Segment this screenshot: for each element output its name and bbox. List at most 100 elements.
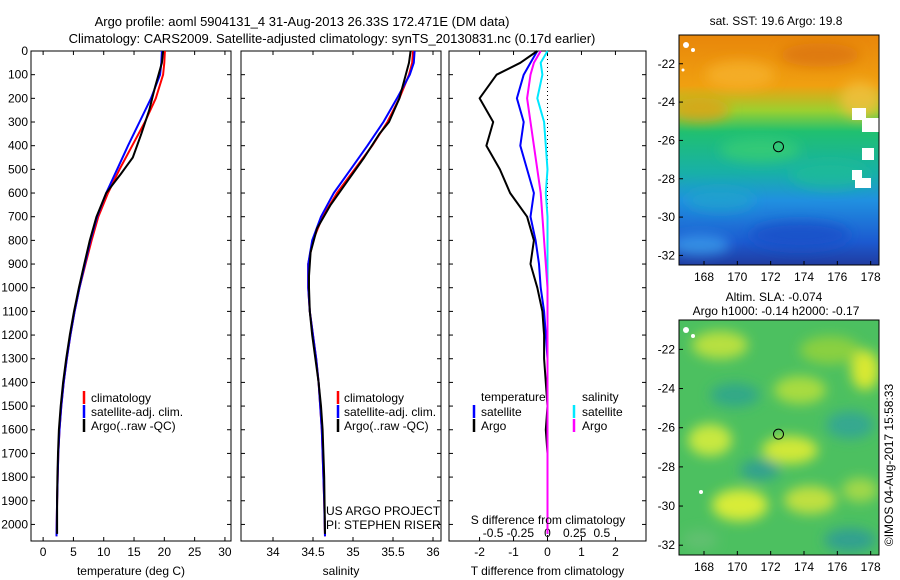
legend-label-satellite: satellite-adj. clim.	[344, 405, 436, 419]
y-tick-label: 1900	[1, 494, 28, 508]
legend-label-satellite: satellite-adj. clim.	[91, 405, 183, 419]
y-tick-label: 900	[8, 257, 28, 271]
legend-label-s-satellite: satellite	[582, 405, 623, 419]
x-tick-label: -2	[474, 545, 485, 559]
header-line-1: Argo profile: aoml 5904131_4 31-Aug-2013…	[95, 14, 510, 29]
s-axis-tick-label: 0.5	[594, 526, 611, 540]
map-x-tick-label: 176	[827, 560, 847, 574]
x-axis-label: salinity	[323, 564, 360, 578]
map-x-tick-label: 168	[694, 560, 714, 574]
legend-temperature-title: temperature	[481, 390, 546, 404]
y-tick-label: 2000	[1, 517, 28, 531]
sla-map: Altim. SLA: -0.074 Argo h1000: -0.14 h20…	[658, 290, 881, 574]
map-x-tick-label: 176	[827, 270, 847, 284]
series-line-argo-raw-qc	[308, 50, 412, 534]
argo-location-marker	[773, 428, 784, 440]
y-tick-label: 700	[8, 210, 28, 224]
sla-map-title-1: Altim. SLA: -0.074	[726, 290, 823, 304]
legend-label-t-argo: Argo	[481, 419, 507, 433]
series-line-s-argo	[526, 50, 549, 534]
s-axis-tick-label: 0.25	[563, 526, 587, 540]
imos-timestamp: ©IMOS 04-Aug-2017 15:58:33	[882, 384, 896, 547]
map-x-tick-label: 172	[761, 270, 781, 284]
x-tick-label: -1	[508, 545, 519, 559]
legend-label-argo: Argo(..raw -QC)	[344, 419, 429, 433]
map-x-tick-label: 172	[761, 560, 781, 574]
map-x-tick-label: 174	[794, 560, 814, 574]
map-x-tick-label: 178	[861, 560, 881, 574]
map-y-tick-label: -22	[658, 342, 676, 356]
credit-pi: PI: STEPHEN RISER	[326, 518, 441, 532]
difference-panel: -2 -1 0 1 2-0.5 -0.25 0 0.25 0.5T difference fro…	[448, 50, 647, 578]
x-tick-label: 0	[544, 545, 551, 559]
map-y-tick-label: -32	[658, 248, 676, 262]
sst-map-frame	[678, 34, 880, 266]
y-tick-label: 1100	[2, 304, 28, 318]
argo-location-marker	[773, 141, 784, 153]
header-line-2: Climatology: CARS2009. Satellite-adjuste…	[69, 31, 596, 46]
sla-map-axes: 168 170 172 174 176 178 -22 -24 -26 -28 -30 -32	[658, 342, 881, 574]
y-tick-label: 1300	[1, 352, 28, 366]
temperature-panel: 0100200300400500600700800900100011001200…	[1, 44, 232, 578]
map-y-tick-label: -24	[658, 95, 676, 109]
legend-label-argo: Argo(..raw -QC)	[91, 419, 176, 433]
salinity-legend: climatology satellite-adj. clim. Argo(..…	[336, 391, 436, 433]
x-tick-label: 5	[70, 545, 77, 559]
x-tick-label: 0	[40, 545, 47, 559]
map-y-tick-label: -28	[658, 460, 676, 474]
salinity-panel: 34 34.5 35 35.5 36 salinity	[240, 50, 442, 578]
plot-frame	[240, 50, 442, 542]
map-x-tick-label: 174	[794, 270, 814, 284]
sst-map: sat. SST: 19.6 Argo: 19.8	[658, 14, 881, 284]
legend-label-t-satellite: satellite	[481, 405, 522, 419]
x-tick-label: 20	[158, 545, 172, 559]
y-tick-label: 1800	[1, 470, 28, 484]
x-tick-label: 25	[188, 545, 202, 559]
y-tick-label: 600	[8, 186, 28, 200]
map-y-tick-label: -28	[658, 172, 676, 186]
y-tick-label: 400	[8, 139, 28, 153]
plot-frame	[30, 50, 232, 542]
x-axis-label: T difference from climatology	[471, 564, 625, 578]
x-axis-label: temperature (deg C)	[77, 564, 185, 578]
series-line-satellite-adj-clim	[55, 50, 163, 537]
series-line-t-argo	[478, 50, 549, 534]
y-tick-label: 0	[21, 44, 28, 58]
map-y-tick-label: -26	[658, 133, 676, 147]
credit-project: US ARGO PROJECT	[326, 504, 441, 518]
y-tick-label: 1600	[1, 423, 28, 437]
x-tick-label: 34.5	[301, 545, 325, 559]
x-tick-label: 36	[426, 545, 440, 559]
difference-legend: temperature satellite Argo salinity sate…	[472, 390, 623, 433]
sst-map-title: sat. SST: 19.6 Argo: 19.8	[710, 14, 843, 28]
sst-map-axes: 168 170 172 174 176 178 -22 -24 -26 -28 -30 -32	[658, 57, 881, 284]
x-tick-label: 35	[346, 545, 360, 559]
y-tick-label: 1000	[1, 281, 28, 295]
series-line-climatology	[55, 50, 166, 537]
y-tick-label: 1200	[1, 328, 28, 342]
legend-label-climatology: climatology	[344, 391, 404, 405]
x-tick-label: 34	[266, 545, 280, 559]
y-tick-label: 1700	[1, 446, 28, 460]
x-tick-label: 2	[612, 545, 619, 559]
map-x-tick-label: 168	[694, 270, 714, 284]
map-y-tick-label: -24	[658, 382, 676, 396]
series-line-t-satellite	[515, 50, 549, 534]
x-tick-label: 35.5	[381, 545, 405, 559]
sla-field	[679, 320, 879, 555]
x-tick-label: 15	[127, 545, 141, 559]
map-y-tick-label: -22	[658, 57, 676, 71]
sst-field	[679, 35, 879, 265]
map-x-tick-label: 170	[727, 270, 747, 284]
s-axis-tick-label: -0.5	[483, 526, 504, 540]
map-x-tick-label: 178	[861, 270, 881, 284]
y-tick-label: 300	[8, 115, 28, 129]
diff-top-axis-label: S difference from climatology	[471, 513, 626, 527]
map-y-tick-label: -32	[658, 538, 676, 552]
map-x-tick-label: 170	[727, 560, 747, 574]
sla-map-frame	[678, 319, 880, 556]
y-tick-label: 500	[8, 162, 28, 176]
sla-map-title-2: Argo h1000: -0.14 h2000: -0.17	[693, 304, 860, 318]
legend-label-climatology: climatology	[91, 391, 151, 405]
